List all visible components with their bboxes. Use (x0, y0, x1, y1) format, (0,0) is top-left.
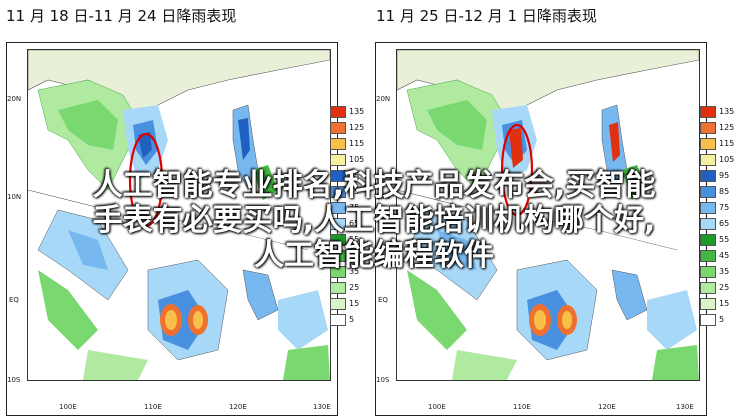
legend-label: 95 (719, 171, 730, 180)
rainfall-legend-right: 135 125 115 105 95 85 75 65 55 45 35 25 15 5 (700, 106, 744, 336)
legend-swatch (330, 154, 346, 166)
legend-label: 45 (719, 251, 730, 260)
legend-label: 105 (349, 155, 365, 164)
legend-swatch (330, 122, 346, 134)
legend-label: 35 (349, 267, 360, 276)
legend-swatch (330, 282, 346, 294)
legend-label: 95 (349, 171, 360, 180)
legend-swatch (330, 218, 346, 230)
legend-label: 5 (719, 315, 725, 324)
legend-swatch (330, 186, 346, 198)
rainfall-map-right: 20N 10N EQ 10S 100E 110E 120E 130E (375, 42, 707, 416)
lon-label-110e: 110E (513, 403, 531, 411)
legend-label: 85 (719, 187, 730, 196)
legend-swatch (330, 298, 346, 310)
rainfall-map-left: 20N 10N EQ 10S 100E 110E 120E 130E (6, 42, 338, 416)
legend-swatch (330, 138, 346, 150)
legend-swatch (700, 154, 716, 166)
legend-label: 55 (719, 235, 730, 244)
legend-swatch (700, 266, 716, 278)
legend-swatch (700, 234, 716, 246)
lat-label-10s: 10S (376, 376, 390, 384)
legend-label: 55 (349, 235, 360, 244)
lat-label-10n: 10N (376, 193, 391, 201)
lat-label-20n: 20N (7, 95, 22, 103)
legend-swatch (330, 170, 346, 182)
overlay-line-3: 人工智能编程软件 (254, 238, 494, 273)
lat-label-eq: EQ (378, 296, 388, 304)
legend-swatch (700, 122, 716, 134)
legend-label: 35 (719, 267, 730, 276)
legend-swatch (700, 202, 716, 214)
legend-label: 125 (719, 123, 735, 132)
legend-label: 75 (349, 203, 360, 212)
legend-label: 85 (349, 187, 360, 196)
legend-swatch (700, 218, 716, 230)
lat-label-10n: 10N (7, 193, 22, 201)
map-plot-left (27, 49, 331, 381)
legend-swatch (700, 250, 716, 262)
lon-label-130e: 130E (676, 403, 694, 411)
rainfall-legend-left: 135 125 115 105 95 85 75 65 55 45 35 25 15 5 (330, 106, 370, 336)
legend-swatch (700, 138, 716, 150)
legend-swatch (330, 106, 346, 118)
legend-label: 115 (349, 139, 365, 148)
lon-label-130e: 130E (313, 403, 331, 411)
overlay-line-1: 人工智能专业排名,科技产品发布会,买智能 (92, 168, 656, 203)
legend-swatch (330, 314, 346, 326)
legend-swatch (330, 234, 346, 246)
highlight-ring-left (128, 132, 164, 228)
legend-label: 45 (349, 251, 360, 260)
legend-swatch (700, 106, 716, 118)
legend-label: 15 (349, 299, 360, 308)
legend-label: 65 (719, 219, 730, 228)
map-plot-right (396, 49, 700, 381)
legend-label: 65 (349, 219, 360, 228)
legend-label: 115 (719, 139, 735, 148)
panel-title-right: 11 月 25 日-12 月 1 日降雨表现 (376, 7, 597, 25)
lon-label-100e: 100E (59, 403, 77, 411)
legend-swatch (330, 202, 346, 214)
lon-label-100e: 100E (428, 403, 446, 411)
panel-title-left: 11 月 18 日-11 月 24 日降雨表现 (6, 7, 237, 25)
lon-label-120e: 120E (598, 403, 616, 411)
legend-swatch (700, 298, 716, 310)
legend-label: 105 (719, 155, 735, 164)
legend-label: 15 (719, 299, 730, 308)
legend-swatch (700, 282, 716, 294)
legend-label: 25 (719, 283, 730, 292)
legend-label: 25 (349, 283, 360, 292)
legend-label: 5 (349, 315, 355, 324)
legend-label: 135 (719, 107, 735, 116)
highlight-ring-right (500, 123, 534, 217)
lat-label-20n: 20N (376, 95, 391, 103)
legend-swatch (330, 266, 346, 278)
lat-label-10s: 10S (7, 376, 21, 384)
lat-label-eq: EQ (9, 296, 19, 304)
lon-label-120e: 120E (229, 403, 247, 411)
rainfall-map-graphic-left (28, 50, 330, 380)
legend-swatch (330, 250, 346, 262)
overlay-line-2: 手表有必要买吗,人工智能培训机构哪个好, (92, 203, 656, 238)
legend-swatch (700, 186, 716, 198)
legend-swatch (700, 314, 716, 326)
legend-label: 125 (349, 123, 365, 132)
legend-label: 135 (349, 107, 365, 116)
legend-swatch (700, 170, 716, 182)
rainfall-map-graphic-right (397, 50, 699, 380)
lon-label-110e: 110E (144, 403, 162, 411)
legend-label: 75 (719, 203, 730, 212)
